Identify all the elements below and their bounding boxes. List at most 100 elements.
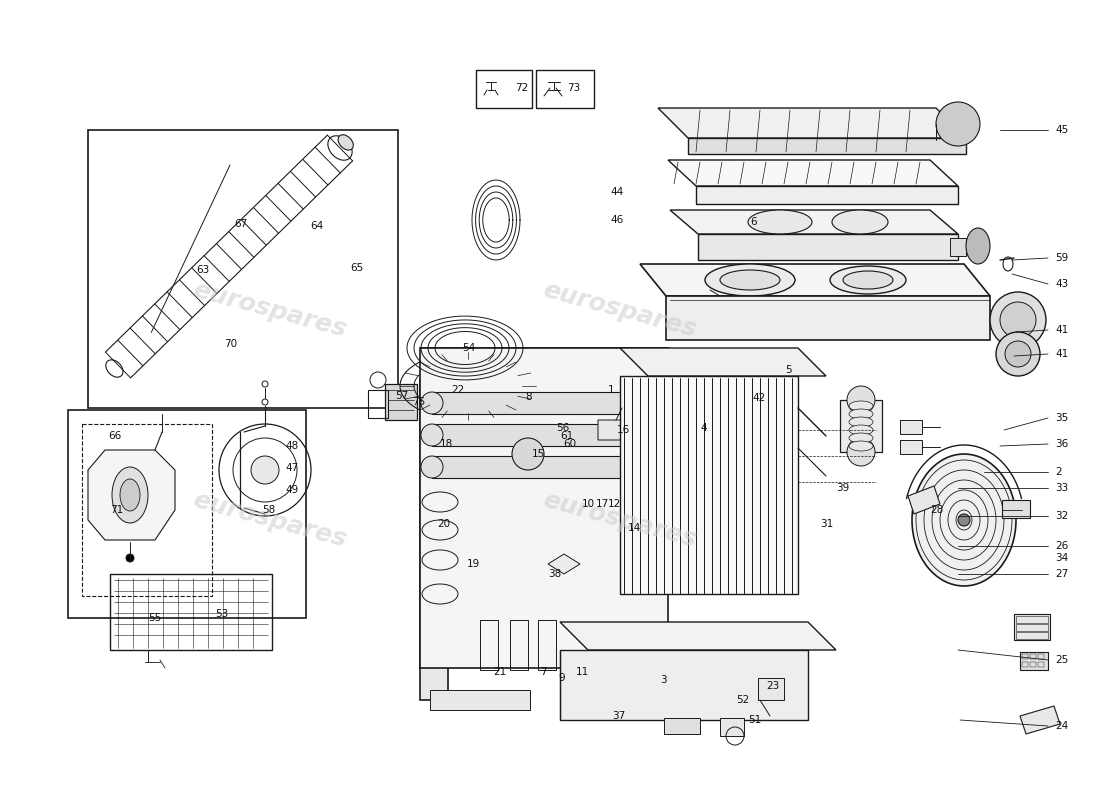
Bar: [538, 620, 556, 670]
Text: 44: 44: [610, 187, 624, 197]
Text: 52: 52: [736, 695, 749, 705]
Ellipse shape: [966, 228, 990, 264]
Ellipse shape: [748, 210, 812, 234]
Text: 53: 53: [214, 609, 229, 619]
Text: 16: 16: [617, 425, 630, 435]
Polygon shape: [548, 554, 580, 574]
Bar: [664, 718, 700, 734]
Text: 12: 12: [608, 499, 622, 509]
Text: 41: 41: [1055, 349, 1068, 359]
Ellipse shape: [849, 441, 873, 451]
Polygon shape: [668, 160, 958, 186]
Text: 63: 63: [196, 265, 209, 275]
Text: 56: 56: [556, 423, 570, 433]
Text: 36: 36: [1055, 439, 1068, 449]
Ellipse shape: [1000, 302, 1036, 338]
Ellipse shape: [251, 456, 279, 484]
Text: 43: 43: [1055, 279, 1068, 289]
Text: 22: 22: [451, 385, 464, 395]
Text: 11: 11: [576, 667, 590, 677]
Bar: [110, 574, 272, 650]
Polygon shape: [560, 650, 808, 720]
Bar: [900, 440, 922, 454]
Text: 51: 51: [748, 715, 761, 725]
Text: 61: 61: [560, 431, 573, 441]
Polygon shape: [432, 456, 640, 478]
Text: 5: 5: [785, 365, 792, 375]
Text: 39: 39: [836, 483, 849, 493]
Text: 45: 45: [1055, 125, 1068, 135]
Text: 26: 26: [1055, 541, 1068, 551]
Text: 64: 64: [310, 221, 323, 231]
Ellipse shape: [421, 456, 443, 478]
Ellipse shape: [990, 292, 1046, 348]
Text: 48: 48: [285, 441, 298, 451]
Text: 20: 20: [437, 519, 450, 529]
Text: 31: 31: [820, 519, 834, 529]
Polygon shape: [620, 348, 826, 376]
Text: 28: 28: [930, 505, 944, 515]
Text: 27: 27: [1055, 569, 1068, 579]
Ellipse shape: [849, 433, 873, 443]
Text: 3: 3: [660, 675, 667, 685]
Text: 10: 10: [582, 499, 595, 509]
Polygon shape: [928, 466, 952, 484]
Ellipse shape: [832, 210, 888, 234]
Text: 24: 24: [1055, 721, 1068, 731]
Text: 70: 70: [224, 339, 238, 349]
Text: 18: 18: [440, 439, 453, 449]
Polygon shape: [698, 234, 958, 260]
Ellipse shape: [830, 266, 906, 294]
Ellipse shape: [996, 332, 1040, 376]
Text: 17: 17: [596, 499, 609, 509]
Polygon shape: [560, 622, 836, 650]
Bar: [758, 678, 784, 700]
Polygon shape: [420, 348, 696, 380]
Bar: [1038, 662, 1044, 667]
Polygon shape: [696, 186, 958, 204]
Bar: [510, 620, 528, 670]
Ellipse shape: [629, 456, 651, 478]
Text: 23: 23: [766, 681, 779, 691]
Ellipse shape: [958, 514, 970, 526]
Ellipse shape: [120, 479, 140, 511]
Text: 60: 60: [563, 439, 576, 449]
Polygon shape: [598, 420, 630, 440]
Text: 35: 35: [1055, 413, 1068, 423]
Polygon shape: [420, 348, 668, 668]
Ellipse shape: [705, 264, 795, 296]
Bar: [536, 70, 594, 108]
Text: 41: 41: [1055, 325, 1068, 335]
Bar: [1020, 652, 1048, 670]
Ellipse shape: [849, 417, 873, 427]
Bar: [1014, 614, 1050, 640]
Text: 19: 19: [468, 559, 481, 569]
Text: 65: 65: [350, 263, 363, 273]
Ellipse shape: [629, 392, 651, 414]
Ellipse shape: [849, 409, 873, 419]
Text: 8: 8: [525, 392, 531, 402]
Ellipse shape: [512, 438, 544, 470]
Ellipse shape: [1005, 341, 1031, 367]
Bar: [368, 390, 388, 418]
Text: eurospares: eurospares: [190, 488, 350, 552]
Bar: [68, 410, 306, 618]
Text: 37: 37: [612, 711, 625, 721]
Polygon shape: [658, 108, 966, 138]
Polygon shape: [670, 210, 958, 234]
Polygon shape: [432, 392, 640, 414]
Text: 32: 32: [1055, 511, 1068, 521]
Ellipse shape: [720, 270, 780, 290]
Bar: [1030, 662, 1036, 667]
Ellipse shape: [847, 386, 874, 414]
Text: 58: 58: [262, 505, 275, 515]
Text: 71: 71: [110, 505, 123, 515]
Text: 54: 54: [462, 343, 475, 353]
Bar: [1016, 616, 1048, 623]
Text: eurospares: eurospares: [540, 278, 700, 342]
Ellipse shape: [912, 454, 1016, 586]
Text: 75: 75: [412, 397, 426, 407]
Bar: [480, 620, 498, 670]
Bar: [1016, 632, 1048, 639]
Ellipse shape: [126, 554, 134, 562]
